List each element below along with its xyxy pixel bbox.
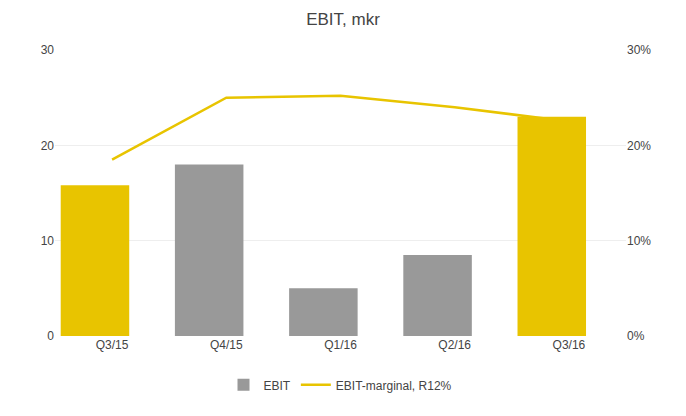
svg-text:30%: 30%: [627, 43, 651, 57]
svg-text:20: 20: [41, 139, 55, 153]
svg-text:Q3/16: Q3/16: [553, 338, 586, 352]
svg-text:20%: 20%: [627, 139, 651, 153]
svg-text:EBIT: EBIT: [264, 379, 291, 393]
svg-text:10: 10: [41, 234, 55, 248]
svg-text:Q4/15: Q4/15: [210, 338, 243, 352]
svg-text:Q3/15: Q3/15: [96, 338, 129, 352]
svg-text:EBIT-marginal, R12%: EBIT-marginal, R12%: [336, 379, 452, 393]
svg-text:Q2/16: Q2/16: [438, 338, 471, 352]
svg-text:0%: 0%: [627, 329, 645, 343]
svg-text:Q1/16: Q1/16: [324, 338, 357, 352]
svg-text:EBIT, mkr: EBIT, mkr: [306, 10, 380, 29]
svg-text:30: 30: [41, 43, 55, 57]
svg-text:10%: 10%: [627, 234, 651, 248]
svg-text:0: 0: [47, 329, 54, 343]
